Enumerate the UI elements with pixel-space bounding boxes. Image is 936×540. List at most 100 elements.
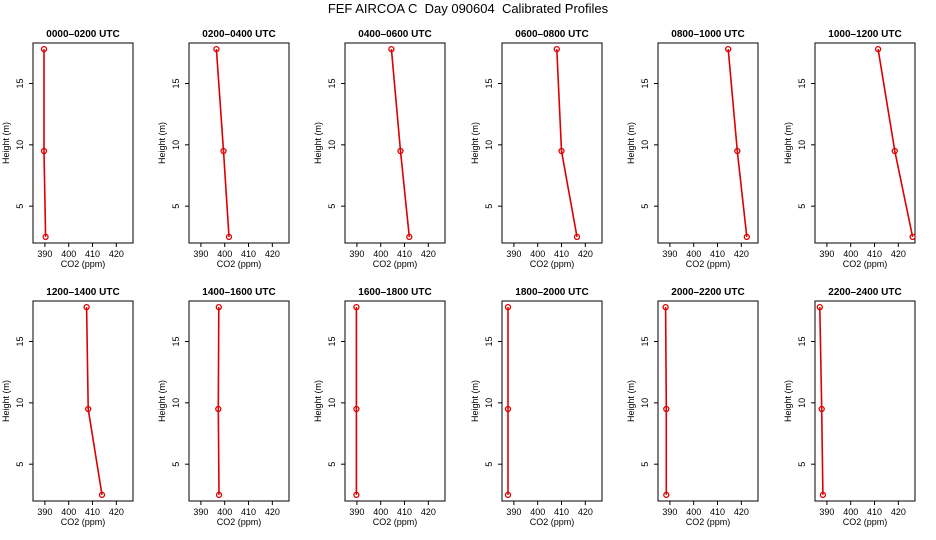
plot-frame xyxy=(344,42,446,244)
x-axis-label: CO2 (ppm) xyxy=(843,517,888,527)
y-tick-label: 15 xyxy=(15,336,25,346)
data-point xyxy=(504,405,512,413)
panel-title: 1600–1800 UTC xyxy=(358,287,431,298)
panel-title: 2200–2400 UTC xyxy=(828,287,901,298)
data-point xyxy=(353,303,360,311)
x-tick-label: 420 xyxy=(421,249,436,259)
co2-profile-line xyxy=(215,49,230,237)
data-point xyxy=(816,303,823,311)
x-tick-label: 420 xyxy=(891,249,906,259)
x-axis-label: CO2 (ppm) xyxy=(61,517,106,527)
panel-title: 0000–0200 UTC xyxy=(46,29,119,40)
x-tick-label: 420 xyxy=(421,507,436,517)
co2-profile-line xyxy=(390,49,411,237)
data-point xyxy=(663,491,670,499)
data-point xyxy=(406,233,413,241)
plot-frame xyxy=(501,42,603,244)
data-point xyxy=(734,147,741,155)
co2-profile-line xyxy=(727,49,748,237)
x-tick-label: 410 xyxy=(867,249,882,259)
y-tick-label: 15 xyxy=(327,336,337,346)
data-point xyxy=(220,147,227,155)
x-tick-label: 400 xyxy=(686,249,701,259)
x-tick-label: 410 xyxy=(397,249,412,259)
x-axis-label: CO2 (ppm) xyxy=(373,259,418,269)
panel-title: 0400–0600 UTC xyxy=(358,29,431,40)
x-tick-label: 410 xyxy=(554,507,569,517)
y-tick-label: 10 xyxy=(797,398,807,408)
y-tick-label: 5 xyxy=(797,462,807,467)
x-tick-label: 410 xyxy=(397,507,412,517)
data-point xyxy=(40,45,48,53)
data-point xyxy=(743,233,750,241)
x-tick-label: 410 xyxy=(867,507,882,517)
x-tick-label: 390 xyxy=(349,507,364,517)
x-axis-label: CO2 (ppm) xyxy=(217,259,262,269)
data-point xyxy=(504,491,512,499)
y-axis-label: Height (m) xyxy=(470,380,480,422)
y-tick-label: 15 xyxy=(484,336,494,346)
y-tick-label: 5 xyxy=(171,462,181,467)
data-point xyxy=(83,303,90,311)
data-point xyxy=(40,147,48,155)
co2-profile-line xyxy=(877,48,914,238)
data-point xyxy=(909,233,916,241)
data-point xyxy=(98,491,106,499)
data-point xyxy=(725,45,732,53)
x-tick-label: 390 xyxy=(819,249,834,259)
y-tick-label: 10 xyxy=(484,140,494,150)
co2-profile-line xyxy=(217,307,220,495)
y-axis-label: Height (m) xyxy=(1,380,11,422)
data-point xyxy=(85,405,92,413)
data-point xyxy=(553,45,560,53)
data-point xyxy=(42,233,49,241)
y-tick-label: 10 xyxy=(15,140,25,150)
y-tick-label: 15 xyxy=(171,78,181,88)
x-tick-label: 390 xyxy=(37,507,52,517)
y-axis-label: Height (m) xyxy=(626,122,636,164)
plot-frame xyxy=(814,42,916,244)
data-point xyxy=(397,147,404,155)
y-axis-label: Height (m) xyxy=(157,122,167,164)
x-tick-label: 390 xyxy=(506,507,521,517)
data-point xyxy=(215,405,222,413)
y-tick-label: 5 xyxy=(640,204,650,209)
plot-frame xyxy=(188,300,290,502)
co2-profile-line xyxy=(664,307,668,495)
x-tick-label: 410 xyxy=(710,507,725,517)
x-tick-label: 420 xyxy=(891,507,906,517)
co2-profile-line xyxy=(819,307,824,495)
panel-title: 1200–1400 UTC xyxy=(46,287,119,298)
panel-title: 1800–2000 UTC xyxy=(515,287,588,298)
y-tick-label: 10 xyxy=(327,398,337,408)
x-tick-label: 400 xyxy=(217,507,232,517)
y-tick-label: 5 xyxy=(15,462,25,467)
y-tick-label: 5 xyxy=(640,462,650,467)
x-tick-label: 400 xyxy=(373,249,388,259)
y-tick-label: 10 xyxy=(797,140,807,150)
co2-profile-line xyxy=(85,307,103,496)
figure-title: FEF AIRCOA C Day 090604 Calibrated Profi… xyxy=(327,1,609,16)
y-axis-label: Height (m) xyxy=(470,122,480,164)
y-axis-label: Height (m) xyxy=(783,122,793,164)
co2-profile-line xyxy=(556,49,578,238)
x-tick-label: 390 xyxy=(662,507,677,517)
data-point xyxy=(388,45,395,53)
data-point xyxy=(353,405,360,413)
x-tick-label: 420 xyxy=(265,507,280,517)
x-axis-label: CO2 (ppm) xyxy=(530,259,575,269)
x-tick-label: 410 xyxy=(241,507,256,517)
x-axis-label: CO2 (ppm) xyxy=(530,517,575,527)
data-point xyxy=(819,491,827,499)
x-axis-label: CO2 (ppm) xyxy=(61,259,106,269)
y-tick-label: 10 xyxy=(171,140,181,150)
plot-frame xyxy=(32,42,134,244)
panel-title: 1000–1200 UTC xyxy=(828,29,901,40)
